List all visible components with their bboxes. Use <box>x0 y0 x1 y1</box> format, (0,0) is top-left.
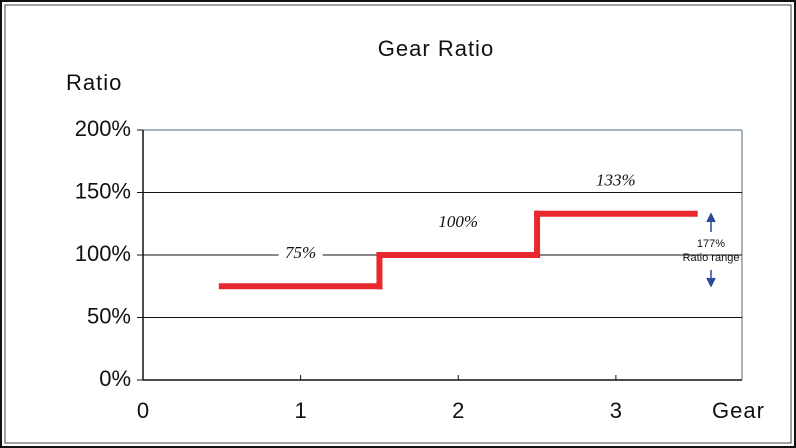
y-axis-label: Ratio <box>66 70 122 95</box>
x-tick-label: 0 <box>137 398 149 423</box>
data-label: 133% <box>596 171 636 190</box>
annotation-arrow <box>706 270 716 288</box>
annotation: 177% <box>697 238 725 250</box>
x-axis-label: Gear <box>712 398 765 423</box>
data-label: 100% <box>438 212 478 231</box>
y-tick-label: 200% <box>75 116 131 141</box>
annotation-arrow <box>706 212 716 232</box>
chart-title: Gear Ratio <box>378 36 494 61</box>
y-tick-label: 150% <box>75 178 131 203</box>
y-tick-label: 100% <box>75 241 131 266</box>
x-tick-label: 3 <box>610 398 622 423</box>
label-background <box>436 213 481 233</box>
label-background <box>278 244 323 265</box>
annotation: Ratio range <box>683 252 740 264</box>
data-label: 75% <box>285 243 316 262</box>
y-tick-label: 0% <box>99 366 131 391</box>
y-tick-label: 50% <box>87 303 131 328</box>
x-tick-label: 1 <box>295 398 307 423</box>
inner-frame <box>4 4 792 444</box>
label-background <box>593 171 638 192</box>
x-tick-label: 2 <box>452 398 464 423</box>
